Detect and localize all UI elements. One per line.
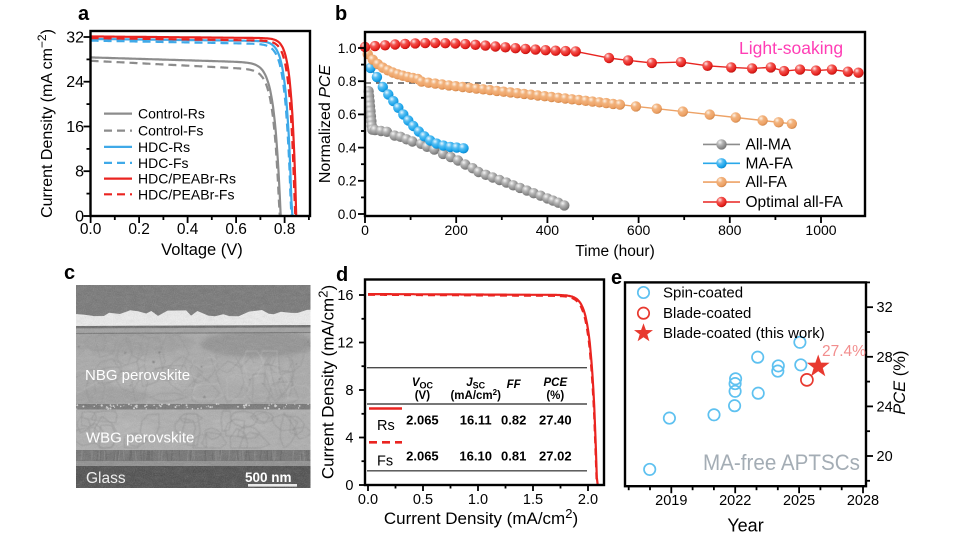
svg-text:(%): (%) (546, 390, 564, 402)
svg-text:400: 400 (536, 222, 560, 238)
svg-text:20: 20 (877, 449, 893, 465)
svg-text:Light-soaking: Light-soaking (739, 38, 843, 58)
svg-text:d: d (336, 264, 348, 286)
svg-text:b: b (335, 3, 347, 25)
svg-text:0.5: 0.5 (413, 492, 433, 508)
svg-text:16: 16 (66, 119, 84, 136)
svg-text:27.4%: 27.4% (822, 343, 866, 360)
svg-text:Current Density (mA/cm2​): Current Density (mA/cm2​) (316, 285, 338, 479)
svg-text:1.0: 1.0 (338, 41, 357, 56)
svg-text:All-FA: All-FA (746, 174, 788, 191)
svg-text:(V): (V) (415, 390, 431, 402)
svg-text:Control-Fs: Control-Fs (138, 123, 203, 139)
svg-text:0.6: 0.6 (338, 107, 357, 122)
svg-text:0.6: 0.6 (225, 221, 247, 238)
svg-text:24: 24 (66, 74, 84, 91)
svg-text:MA-FA: MA-FA (746, 155, 794, 172)
svg-text:27.40: 27.40 (539, 413, 572, 428)
svg-text:0.0: 0.0 (338, 207, 357, 222)
svg-text:800: 800 (718, 222, 742, 238)
svg-text:2.065: 2.065 (406, 449, 439, 464)
svg-text:FF: FF (507, 379, 522, 391)
svg-text:2019: 2019 (655, 493, 687, 509)
svg-text:4: 4 (345, 431, 353, 447)
svg-text:Normalized PCE: Normalized PCE (317, 65, 334, 184)
svg-text:8: 8 (75, 164, 84, 181)
svg-text:Blade-coated: Blade-coated (663, 305, 751, 322)
svg-text:Time (hour): Time (hour) (575, 243, 655, 260)
svg-text:2.065: 2.065 (406, 413, 439, 428)
svg-text:All-MA: All-MA (746, 136, 792, 153)
svg-text:PCE: PCE (543, 377, 567, 389)
svg-text:HDC/PEABr-Fs: HDC/PEABr-Fs (138, 186, 234, 202)
svg-text:NBG perovskite: NBG perovskite (85, 367, 190, 384)
svg-text:Control-Rs: Control-Rs (138, 106, 205, 122)
svg-text:32: 32 (877, 300, 893, 316)
svg-text:0.2: 0.2 (338, 174, 357, 189)
svg-text:0.82: 0.82 (501, 413, 526, 428)
svg-text:2.0: 2.0 (578, 492, 598, 508)
svg-text:16.10: 16.10 (459, 449, 492, 464)
svg-text:Optimal all-FA: Optimal all-FA (746, 194, 844, 211)
svg-text:27.02: 27.02 (539, 449, 572, 464)
svg-text:MA-free APTSCs: MA-free APTSCs (703, 450, 860, 475)
svg-text:WBG perovskite: WBG perovskite (86, 430, 194, 447)
svg-text:0.0: 0.0 (358, 492, 378, 508)
svg-text:Voltage (V): Voltage (V) (161, 241, 243, 259)
svg-text:Rs: Rs (377, 418, 395, 434)
svg-text:500 nm: 500 nm (245, 470, 292, 485)
svg-text:HDC/PEABr-Rs: HDC/PEABr-Rs (138, 171, 236, 187)
svg-text:32: 32 (66, 29, 84, 46)
svg-text:600: 600 (627, 222, 651, 238)
svg-text:e: e (611, 267, 622, 289)
svg-text:16: 16 (337, 288, 353, 304)
svg-text:Glass: Glass (86, 470, 126, 487)
svg-text:0: 0 (345, 478, 353, 494)
svg-text:0.8: 0.8 (338, 74, 357, 89)
svg-text:a: a (78, 3, 90, 25)
svg-text:0.4: 0.4 (338, 140, 357, 155)
svg-text:1.0: 1.0 (468, 492, 488, 508)
svg-text:Spin-coated: Spin-coated (663, 284, 743, 301)
svg-text:0.4: 0.4 (177, 221, 199, 238)
svg-text:0.8: 0.8 (274, 221, 296, 238)
svg-text:1000: 1000 (805, 222, 836, 238)
svg-text:16.11: 16.11 (460, 413, 492, 428)
svg-text:2028: 2028 (847, 493, 879, 509)
svg-text:200: 200 (445, 222, 469, 238)
svg-text:Current Density (mA/cm2​): Current Density (mA/cm2​) (384, 506, 578, 528)
svg-text:HDC-Rs: HDC-Rs (138, 139, 190, 155)
svg-text:12: 12 (337, 336, 353, 352)
svg-text:8: 8 (345, 383, 353, 399)
svg-text:PCE (%): PCE (%) (891, 351, 909, 415)
svg-text:2025: 2025 (783, 493, 815, 509)
svg-text:0: 0 (361, 222, 369, 238)
svg-text:2022: 2022 (719, 493, 751, 509)
svg-text:0.81: 0.81 (501, 449, 526, 464)
svg-text:Year: Year (727, 516, 763, 536)
svg-text:c: c (64, 262, 75, 284)
svg-text:0: 0 (75, 208, 84, 225)
svg-text:HDC-Fs: HDC-Fs (138, 155, 189, 171)
svg-text:Current Density (mA cm−2​): Current Density (mA cm−2​) (35, 29, 56, 218)
svg-text:Blade-coated (this work): Blade-coated (this work) (663, 325, 825, 342)
svg-text:1.5: 1.5 (523, 492, 543, 508)
svg-text:Fs: Fs (377, 453, 393, 469)
svg-text:0.2: 0.2 (128, 221, 150, 238)
